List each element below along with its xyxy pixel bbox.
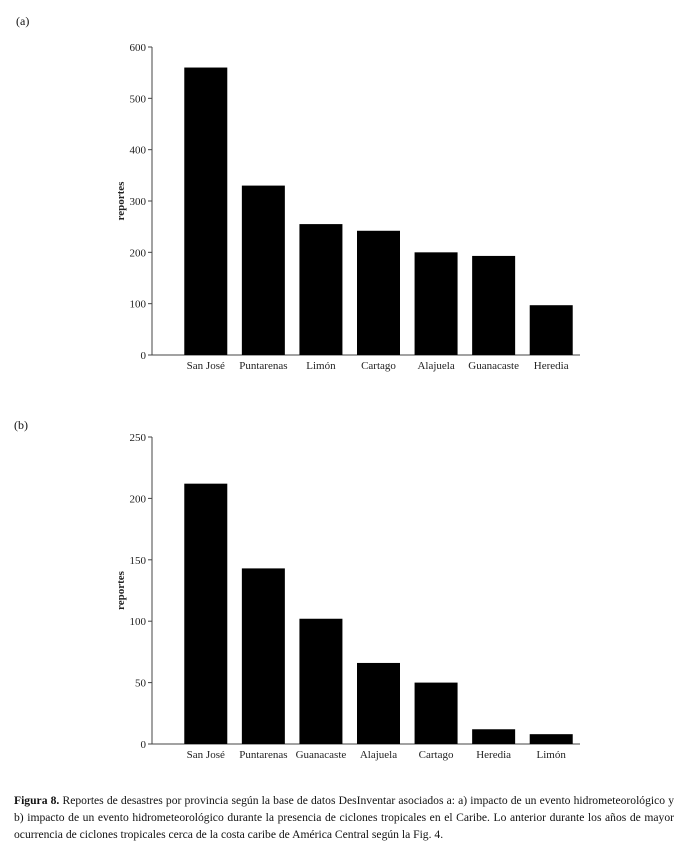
bar-alajuela bbox=[357, 662, 400, 744]
caption-label: Figura 8. bbox=[14, 794, 60, 807]
y-tick-label: 300 bbox=[130, 196, 147, 208]
bar-heredia bbox=[529, 305, 573, 355]
panel-b-label: (b) bbox=[14, 418, 28, 432]
x-category-label: San José bbox=[187, 749, 225, 761]
figure-caption: Figura 8. Reportes de desastres por prov… bbox=[14, 792, 674, 843]
x-category-label: Cartago bbox=[361, 360, 396, 372]
y-tick-label: 200 bbox=[130, 247, 147, 259]
bar-sanjos bbox=[184, 483, 228, 744]
bar-limn bbox=[529, 734, 573, 744]
y-tick-label: 0 bbox=[141, 739, 147, 751]
bar-puntarenas bbox=[241, 185, 285, 355]
x-category-label: Puntarenas bbox=[239, 749, 287, 761]
x-category-label: Guanacaste bbox=[468, 360, 519, 372]
x-category-label: Puntarenas bbox=[239, 360, 287, 372]
caption-text: Reportes de desastres por provincia segú… bbox=[14, 794, 675, 841]
y-tick-label: 600 bbox=[130, 42, 147, 54]
y-tick-label: 250 bbox=[130, 432, 147, 444]
y-tick-label: 0 bbox=[141, 350, 147, 362]
x-category-label: Guanacaste bbox=[296, 749, 347, 761]
x-category-label: Limón bbox=[306, 360, 336, 372]
y-tick-label: 100 bbox=[130, 299, 147, 311]
bar-heredia bbox=[472, 729, 516, 744]
chart-b: 0 50 100 150 200 250 reportes San José Puntarena… bbox=[115, 432, 580, 761]
bar-guanacaste bbox=[299, 618, 343, 744]
x-category-label: Limón bbox=[537, 749, 567, 761]
x-category-label: Heredia bbox=[534, 360, 569, 372]
chart-a: 0 100 200 300 400 500 600 reportes San José Punta… bbox=[115, 42, 580, 372]
bar-alajuela bbox=[414, 252, 458, 355]
x-category-label: San José bbox=[187, 360, 225, 372]
x-category-label: Cartago bbox=[419, 749, 454, 761]
x-category-label: Alajuela bbox=[417, 360, 454, 372]
y-tick-label: 400 bbox=[130, 145, 147, 157]
y-tick-label: 150 bbox=[130, 555, 147, 567]
bar-sanjos bbox=[184, 67, 228, 356]
bar-cartago bbox=[414, 682, 458, 744]
y-tick-label: 200 bbox=[130, 493, 147, 505]
y-tick-label: 50 bbox=[135, 678, 147, 690]
bar-cartago bbox=[357, 230, 400, 355]
y-axis-title: reportes bbox=[115, 570, 127, 610]
bar-puntarenas bbox=[241, 568, 285, 744]
y-axis-title: reportes bbox=[115, 181, 127, 221]
y-tick-label: 500 bbox=[130, 93, 147, 105]
y-tick-label: 100 bbox=[130, 616, 147, 628]
bar-guanacaste bbox=[472, 255, 516, 355]
panel-a-label: (a) bbox=[16, 14, 30, 28]
bar-limn bbox=[299, 224, 343, 355]
x-category-label: Heredia bbox=[476, 749, 511, 761]
x-category-label: Alajuela bbox=[360, 749, 397, 761]
